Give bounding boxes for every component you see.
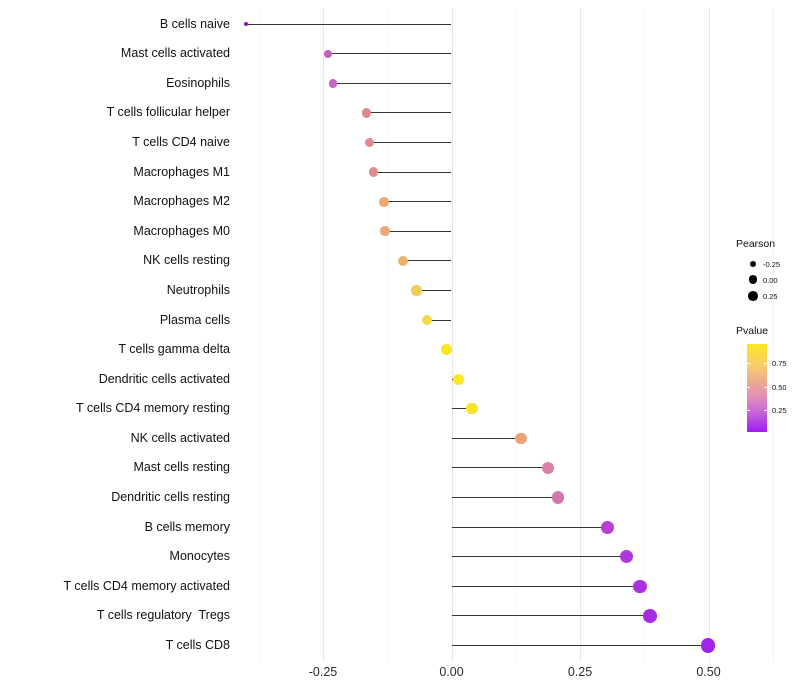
stem: [245, 23, 452, 25]
data-point: [364, 137, 374, 148]
x-axis-tick-label: 0.50: [696, 665, 721, 679]
stem: [451, 615, 650, 617]
major-gridline: [580, 8, 581, 662]
pearson-legend-label: 0.25: [763, 292, 778, 301]
stem: [426, 319, 452, 321]
data-point: [601, 520, 615, 534]
stem: [451, 408, 473, 410]
data-point: [466, 403, 478, 415]
pearson-legend-dot: [748, 291, 758, 301]
pvalue-colorbar: [747, 344, 767, 432]
y-axis-label: T cells CD4 memory resting: [76, 401, 230, 416]
y-axis-label: T cells CD4 naive: [132, 135, 230, 150]
stem: [369, 142, 452, 144]
stem: [451, 467, 549, 469]
stem: [451, 437, 521, 439]
pearson-legend-title: Pearson: [736, 238, 776, 250]
stem: [451, 585, 641, 587]
colorbar-tick: [747, 363, 750, 364]
y-axis-label: Macrophages M0: [133, 223, 230, 238]
data-point: [379, 196, 389, 207]
data-point: [368, 167, 379, 177]
y-axis-label: NK cells activated: [130, 430, 230, 445]
pearson-legend-dot: [749, 260, 757, 268]
pearson-legend-label: 0.00: [763, 275, 778, 285]
stem: [451, 644, 708, 646]
y-axis-label: B cells memory: [144, 519, 230, 534]
stem: [333, 82, 452, 84]
colorbar-tick-label: 0.25: [772, 405, 787, 415]
y-axis-label: Neutrophils: [166, 282, 230, 297]
pvalue-legend-title: Pvalue: [736, 325, 769, 337]
data-point: [329, 79, 338, 88]
data-point: [411, 285, 422, 296]
x-axis-tick-label: 0.25: [567, 665, 593, 679]
data-point: [515, 432, 527, 445]
stem: [451, 526, 608, 528]
y-axis-label: Dendritic cells resting: [111, 490, 230, 505]
y-axis-label: Macrophages M2: [133, 194, 230, 209]
pearson-legend-label: -0.25: [763, 260, 781, 269]
data-point: [243, 21, 249, 27]
stem: [403, 260, 452, 262]
colorbar-tick: [764, 386, 767, 388]
x-axis-tick-label: 0.00: [439, 665, 464, 679]
stem: [451, 497, 558, 499]
minor-gridline: [644, 8, 646, 662]
stem: [366, 112, 452, 114]
data-point: [324, 49, 333, 58]
data-point: [620, 550, 634, 564]
y-axis-label: T cells CD8: [165, 637, 230, 652]
data-point: [398, 255, 409, 266]
y-axis-label: Dendritic cells activated: [98, 371, 230, 386]
colorbar-tick-label: 0.50: [772, 382, 787, 392]
stem: [384, 201, 452, 203]
data-point: [421, 314, 433, 326]
colorbar-tick: [747, 386, 750, 388]
y-axis-label: T cells gamma delta: [118, 342, 230, 357]
colorbar-tick: [764, 363, 767, 364]
data-point: [700, 638, 716, 653]
minor-gridline: [772, 8, 774, 662]
data-point: [542, 461, 555, 474]
stem: [451, 556, 627, 558]
stem: [328, 53, 452, 55]
y-axis-label: T cells CD4 memory activated: [63, 578, 231, 593]
y-axis-label: T cells follicular helper: [106, 105, 230, 120]
data-point: [452, 373, 464, 385]
colorbar-tick: [747, 409, 750, 411]
y-axis-label: Mast cells resting: [133, 460, 230, 475]
data-point: [643, 609, 657, 623]
data-point: [441, 344, 453, 356]
stem: [373, 171, 452, 173]
y-axis-label: B cells naive: [159, 16, 230, 31]
y-axis-label: T cells regulatory Tregs: [96, 608, 230, 623]
data-point: [551, 491, 564, 504]
stem: [416, 289, 452, 291]
y-axis-label: Macrophages M1: [133, 164, 230, 179]
minor-gridline: [515, 8, 517, 662]
y-axis-label: Eosinophils: [166, 75, 230, 90]
y-axis-label: Monocytes: [169, 549, 230, 564]
y-axis-label: Mast cells activated: [120, 46, 230, 61]
data-point: [362, 108, 372, 118]
data-point: [633, 579, 647, 593]
y-axis-label: NK cells resting: [143, 253, 230, 268]
y-axis-label: Plasma cells: [159, 312, 230, 327]
pearson-legend-dot: [748, 275, 758, 284]
minor-gridline: [387, 8, 389, 662]
x-axis-tick-label: -0.25: [308, 665, 338, 679]
major-gridline: [708, 8, 710, 662]
data-point: [380, 226, 390, 237]
major-gridline: [451, 8, 453, 662]
stem: [385, 230, 452, 232]
major-gridline: [323, 8, 324, 662]
colorbar-tick-label: 0.75: [772, 359, 787, 368]
colorbar-tick: [764, 409, 767, 411]
minor-gridline: [258, 8, 260, 662]
plot-area: [237, 8, 793, 662]
